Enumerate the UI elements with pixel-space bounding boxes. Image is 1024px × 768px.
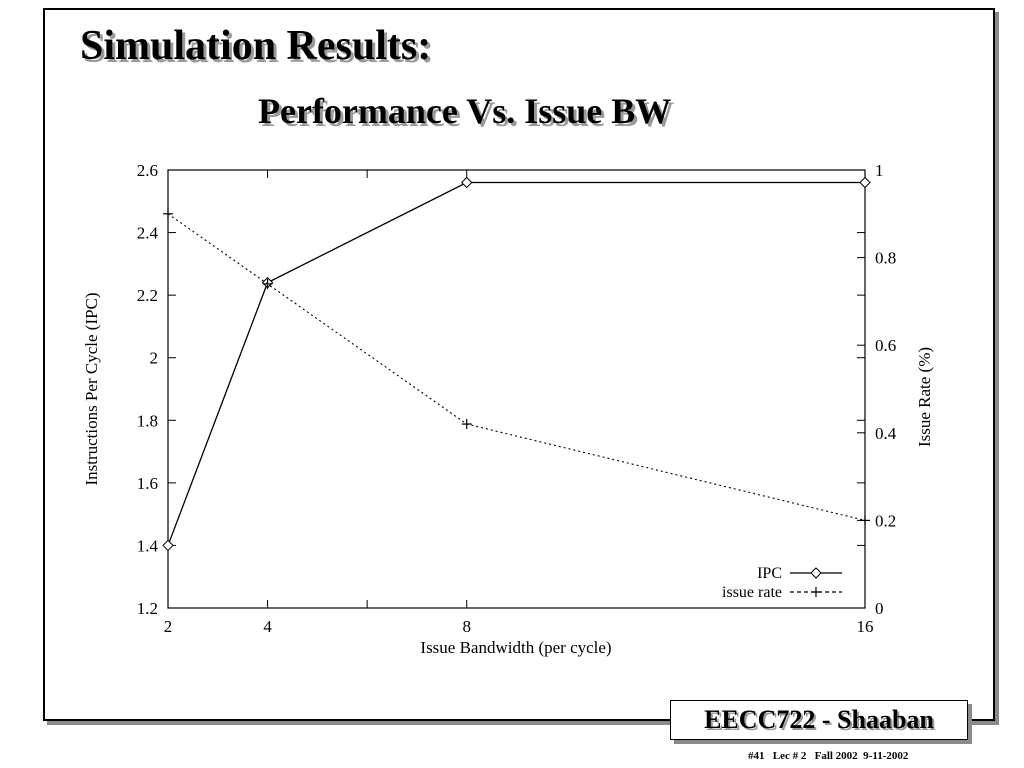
y2-tick-label: 0.8 xyxy=(875,249,896,268)
slide-background xyxy=(43,8,995,721)
y-tick-label: 2.2 xyxy=(137,286,158,305)
y-tick-label: 2 xyxy=(150,349,159,368)
course-badge: EECC722 - Shaaban xyxy=(670,700,968,740)
x-tick-label: 8 xyxy=(462,617,471,636)
slide-footer: #41 Lec # 2 Fall 2002 9-11-2002 xyxy=(748,750,909,762)
y2-tick-label: 0.2 xyxy=(875,511,896,530)
slide-title: Simulation Results: xyxy=(80,23,432,69)
y-tick-label: 1.6 xyxy=(137,474,158,493)
ipc-point xyxy=(162,539,174,552)
y2-tick-label: 0.6 xyxy=(875,336,896,355)
y-axis-label: Instructions Per Cycle (IPC) xyxy=(82,292,101,485)
axis-ticks xyxy=(167,169,866,609)
slide-frame xyxy=(43,8,995,721)
x-axis-label: Issue Bandwidth (per cycle) xyxy=(420,638,611,657)
ipc-line xyxy=(167,181,865,546)
axis-tick-labels: 1.2 1.4 1.6 1.8 2 2.2 2.4 2.6 0 0.2 0.4 0.6 0.8 1 2 4 8 1… xyxy=(137,161,897,636)
chart-series xyxy=(162,176,871,552)
issue-rate-point xyxy=(163,208,173,219)
chart-legend: IPC issue rate xyxy=(722,565,842,601)
y2-tick-label: 0 xyxy=(875,599,884,618)
ipc-point xyxy=(461,176,473,189)
y2-axis-label: Issue Rate (%) xyxy=(915,347,934,447)
slide-subtitle: Performance Vs. Issue BW xyxy=(258,91,672,131)
x-tick-label: 16 xyxy=(857,617,874,636)
x-tick-label: 4 xyxy=(263,617,272,636)
y2-tick-label: 1 xyxy=(875,161,884,180)
ipc-point xyxy=(859,176,871,189)
ipc-point xyxy=(810,567,822,579)
x-tick-label: 2 xyxy=(164,617,173,636)
legend-label-ipc: IPC xyxy=(757,565,782,582)
issue-rate-line xyxy=(167,213,866,521)
issue-rate-point xyxy=(811,587,821,597)
y-tick-label: 1.2 xyxy=(137,599,158,618)
y-tick-label: 1.8 xyxy=(137,411,158,430)
y-tick-label: 2.4 xyxy=(137,224,159,243)
issue-rate-point xyxy=(461,419,472,430)
plot-area-border xyxy=(167,169,866,609)
issue-rate-point xyxy=(860,515,870,526)
legend-label-issue-rate: issue rate xyxy=(722,584,782,601)
y-tick-label: 2.6 xyxy=(137,161,158,180)
y2-tick-label: 0.4 xyxy=(875,424,897,443)
issue-rate-point xyxy=(262,278,273,289)
y-tick-label: 1.4 xyxy=(137,536,159,555)
